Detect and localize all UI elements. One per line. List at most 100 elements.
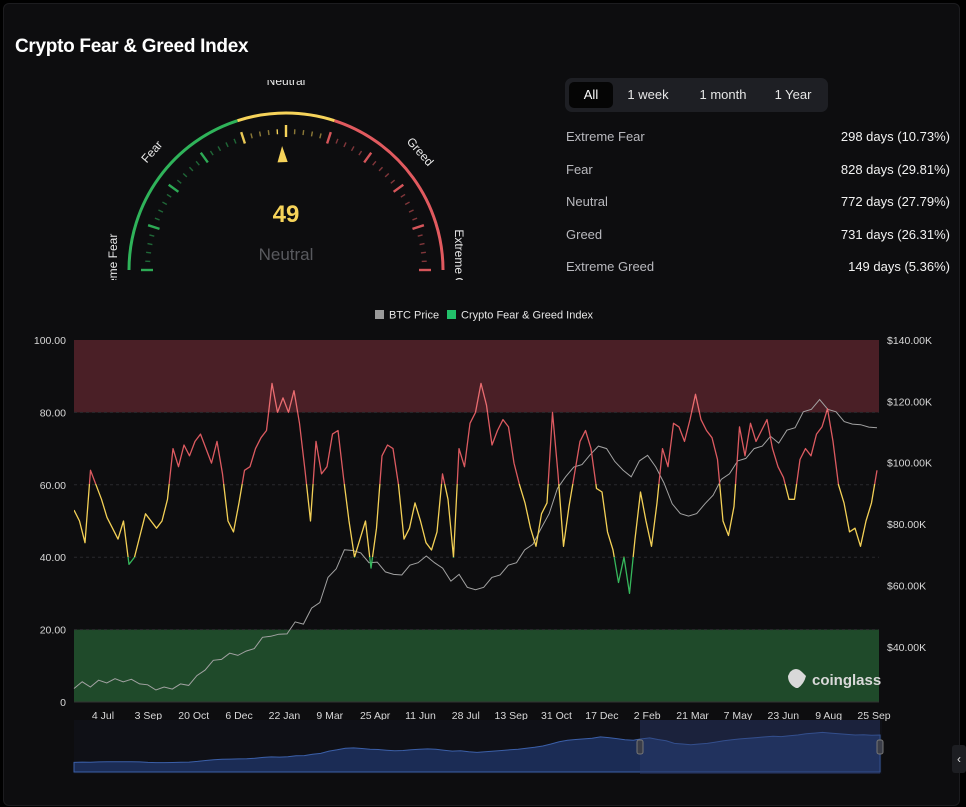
left-tick-label: 0 [60, 697, 66, 709]
gauge-tick [392, 183, 405, 193]
gauge-tick [420, 251, 426, 254]
gauge-arc-fear [127, 119, 238, 271]
x-tick-label: 3 Sep [135, 710, 163, 722]
stat-row-neutral: Neutral 772 days (27.79%) [566, 189, 950, 222]
stat-row-greed: Greed 731 days (26.31%) [566, 222, 950, 255]
btc-price-line [73, 398, 878, 691]
x-tick-label: 25 Apr [360, 710, 391, 722]
gauge-label-fear: Fear [138, 138, 165, 166]
sentiment-bands [74, 340, 879, 702]
navigator-selection[interactable] [640, 720, 880, 774]
gauge-tick [335, 138, 339, 144]
x-tick-label: 9 Aug [815, 710, 842, 722]
x-axis-ticks: 4 Jul 3 Sep 20 Oct 6 Dec 22 Jan 9 Mar 25 Apr 11… [92, 710, 891, 722]
gauge-ticks [141, 125, 431, 272]
x-tick-label: 21 Mar [676, 710, 709, 722]
gauge-tick [250, 133, 253, 139]
tab-1-week[interactable]: 1 week [627, 87, 669, 102]
gauge-tick [166, 193, 172, 198]
navigator-handle-right[interactable] [876, 739, 884, 755]
gauge-tick [325, 131, 332, 144]
gauge-label-extreme-fear: Extreme Fear [106, 234, 120, 280]
legend-btc-price[interactable]: BTC Price [389, 310, 439, 322]
chart-legend: BTC Price Crypto Fear & Greed Index [375, 310, 594, 322]
coinglass-watermark: coinglass [788, 669, 881, 689]
stat-value: 149 days (5.36%) [848, 259, 950, 274]
tab-1-year[interactable]: 1 Year [774, 87, 812, 102]
range-navigator[interactable] [73, 720, 884, 774]
x-tick-label: 22 Jan [269, 710, 301, 722]
gauge-tick [390, 179, 396, 184]
gauge-tick [372, 160, 377, 166]
stat-value: 731 days (26.31%) [840, 226, 950, 242]
gauge-label-greed: Greed [404, 135, 437, 169]
gauge-tick [176, 179, 182, 184]
gauge-arc-neutral [237, 111, 335, 123]
legend-swatch-btc [375, 310, 384, 319]
gauge-tick [158, 209, 164, 213]
x-tick-label: 11 Jun [405, 710, 436, 722]
page-title: Crypto Fear & Greed Index [15, 36, 249, 57]
x-tick-label: 7 May [724, 710, 753, 722]
x-tick-label: 31 Oct [541, 710, 572, 722]
x-tick-label: 23 Jun [768, 710, 800, 722]
fear-greed-chart: BTC Price Crypto Fear & Greed Index 100.… [34, 310, 932, 774]
x-tick-label: 6 Dec [225, 710, 252, 722]
navigator-price-area [73, 731, 881, 773]
gauge-tick [195, 160, 200, 166]
gauge-tick [417, 234, 423, 237]
legend-fear-greed-index[interactable]: Crypto Fear & Greed Index [461, 310, 594, 322]
gauge-tick [199, 151, 209, 164]
stat-row-extreme-fear: Extreme Fear 298 days (10.73%) [566, 124, 950, 157]
fear-greed-gauge: Extreme Fear Fear Neutral Greed Extreme Gree… [106, 80, 466, 280]
gauge-tick [167, 183, 180, 193]
left-tick-label: 100.00 [34, 335, 66, 347]
gauge-tick [146, 251, 152, 254]
gauge-needle [277, 146, 288, 163]
x-tick-label: 20 Oct [178, 710, 209, 722]
left-tick-label: 80.00 [40, 407, 66, 419]
navigator-handle-left[interactable] [636, 739, 644, 755]
gauge-tick [378, 166, 384, 172]
range-tabs: All 1 week 1 month 1 Year [565, 78, 828, 112]
stat-label: Fear [566, 161, 593, 177]
coinglass-logo-icon [788, 669, 806, 688]
x-tick-label: 13 Sep [495, 710, 528, 722]
gauge-tick [384, 172, 390, 178]
x-tick-label: 28 Jul [452, 710, 480, 722]
scroll-right-chevron-icon[interactable]: ‹ [952, 745, 966, 773]
gauge-tick [267, 130, 270, 136]
gauge-tick [209, 150, 214, 156]
gauge-tick [162, 201, 168, 206]
gauge-tick [310, 131, 314, 137]
x-tick-label: 9 Mar [316, 710, 343, 722]
gauge-value: 49 [273, 201, 300, 228]
gauge-tick [147, 224, 160, 231]
gauge-tick [147, 242, 153, 246]
gauge-tick [408, 209, 414, 213]
stat-row-extreme-greed: Extreme Greed 149 days (5.36%) [566, 254, 950, 287]
right-tick-label: $140.00K [887, 335, 932, 347]
gauge-tick [149, 234, 155, 237]
left-tick-label: 20.00 [40, 625, 66, 637]
gauge-tick [358, 150, 363, 156]
left-tick-label: 40.00 [40, 552, 66, 564]
extreme-fear-band [74, 629, 879, 702]
tab-1-month[interactable]: 1 month [699, 87, 747, 102]
tab-all[interactable]: All [569, 82, 613, 108]
gauge-tick [217, 146, 222, 152]
x-tick-label: 25 Sep [857, 710, 890, 722]
gauge-tick [233, 138, 237, 144]
gauge-tick [419, 242, 425, 246]
x-tick-label: 2 Feb [634, 710, 661, 722]
gauge-tick [225, 142, 229, 148]
gauge-tick [319, 133, 322, 139]
right-tick-label: $100.00K [887, 458, 932, 470]
right-tick-label: $60.00K [887, 580, 926, 592]
gridlines [74, 411, 879, 703]
stat-value: 298 days (10.73%) [840, 129, 950, 144]
stat-value: 828 days (29.81%) [840, 161, 950, 177]
gauge-tick [400, 193, 406, 198]
gauge-tick [258, 131, 262, 137]
right-tick-label: $80.00K [887, 519, 926, 531]
